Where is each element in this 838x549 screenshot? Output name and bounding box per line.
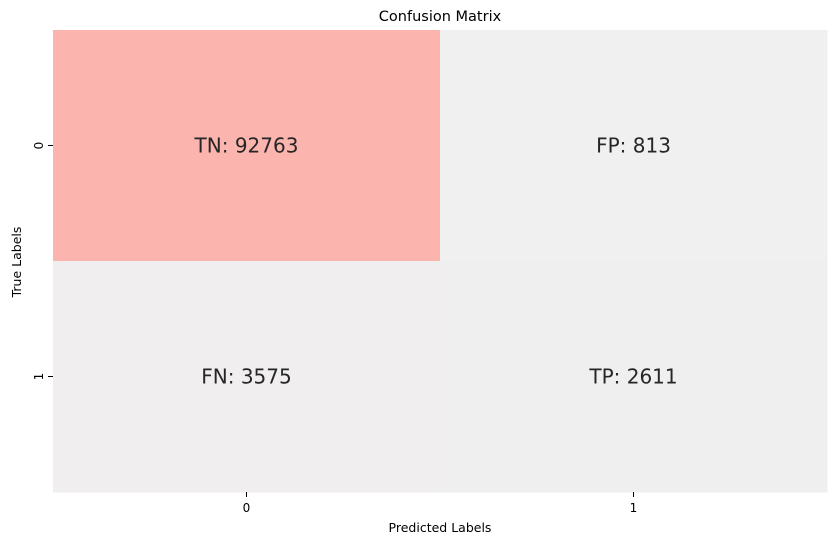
heatmap-cell-0-0 [53,30,441,262]
heatmap-cell-0-1 [440,30,828,262]
x-tick-label-0: 0 [243,501,251,515]
heatmap-cell-1-0 [53,261,441,493]
y-axis-label: True Labels [9,227,24,299]
y-tick-label-0: 0 [32,142,46,150]
x-tick-label-1: 1 [630,501,638,515]
cell-annotation-1-1: TP: 2611 [588,365,677,389]
cell-annotations: TN: 92763 FP: 813 FN: 3575 TP: 2611 [194,134,678,389]
chart-title: Confusion Matrix [379,9,502,25]
y-tick-label-1: 1 [32,373,46,381]
cell-annotation-1-0: FN: 3575 [201,365,291,389]
heatmap-cells [53,30,828,493]
y-axis-ticks: 01 [32,142,53,381]
cell-annotation-0-1: FP: 813 [596,134,671,158]
heatmap-cell-1-1 [440,261,828,493]
x-axis-label: Predicted Labels [389,520,492,535]
cell-annotation-0-0: TN: 92763 [194,134,299,158]
